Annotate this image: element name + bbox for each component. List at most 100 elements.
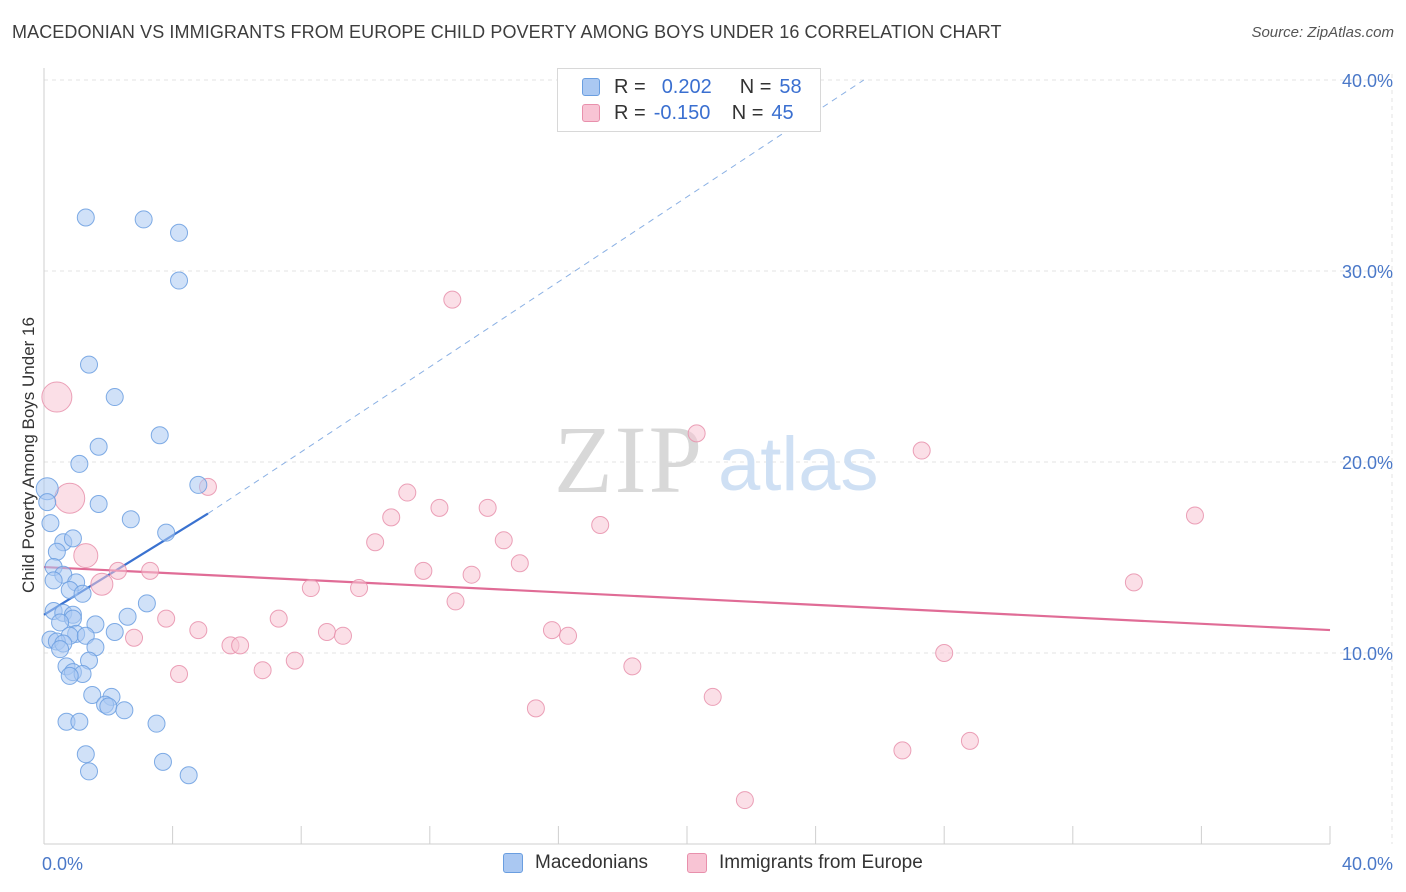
y-axis-label: Child Poverty Among Boys Under 16 (19, 317, 38, 593)
legend-swatch-immigrants (582, 104, 600, 122)
data-point-immigrants (462, 565, 481, 584)
data-point-immigrants (125, 628, 144, 647)
watermark-zip: ZIP (554, 406, 704, 513)
data-point-immigrants (90, 572, 114, 596)
legend-n-label: N = (739, 75, 772, 98)
data-point-immigrants (170, 665, 189, 684)
data-point-immigrants (269, 609, 288, 628)
data-point-macedonians (80, 355, 99, 374)
trend-lines (43, 79, 1331, 632)
legend-item-macedonians[interactable]: Macedonians (503, 852, 648, 874)
legend-r-value: 0.202 (661, 75, 712, 98)
data-point-immigrants (73, 543, 99, 569)
y-tick-label: 30.0% (1342, 262, 1393, 282)
legend-r-label: R = (614, 75, 646, 98)
data-point-macedonians (170, 223, 189, 242)
data-point-immigrants (430, 498, 449, 517)
data-point-immigrants (559, 626, 578, 645)
data-point-macedonians (89, 437, 108, 456)
data-point-immigrants (443, 290, 462, 309)
grid-lines (44, 74, 1393, 844)
data-point-macedonians (153, 752, 172, 771)
data-point-macedonians (170, 271, 189, 290)
data-point-macedonians (105, 622, 124, 641)
data-point-immigrants (301, 579, 320, 598)
data-point-immigrants (623, 657, 642, 676)
legend-label-immigrants: Immigrants from Europe (719, 852, 923, 873)
data-point-macedonians (76, 626, 95, 645)
axes (43, 68, 1331, 845)
legend-label-macedonians: Macedonians (535, 852, 649, 873)
legend-n-value: 45 (771, 101, 794, 124)
data-point-immigrants (366, 533, 385, 552)
data-point-immigrants (231, 636, 250, 655)
data-point-macedonians (147, 714, 166, 733)
trend-line-macedonians (43, 512, 209, 616)
data-point-macedonians (157, 523, 176, 542)
data-point-macedonians (70, 712, 89, 731)
data-point-macedonians (63, 529, 82, 548)
data-point-macedonians (134, 210, 153, 229)
y-tick-label: 10.0% (1342, 644, 1393, 664)
data-point-immigrants (398, 483, 417, 502)
data-point-macedonians (115, 701, 134, 720)
legend-swatch-macedonians (503, 853, 523, 873)
source-label: Source: ZipAtlas.com (1251, 24, 1394, 41)
data-point-immigrants (414, 561, 433, 580)
data-point-immigrants (935, 644, 954, 662)
data-point-immigrants (41, 381, 73, 413)
legend-r-value: -0.150 (653, 101, 711, 124)
data-point-immigrants (157, 609, 176, 628)
legend-swatch-macedonians (582, 78, 600, 96)
data-point-macedonians (73, 584, 92, 603)
data-point-immigrants (687, 424, 706, 443)
data-point-macedonians (179, 766, 198, 785)
data-point-macedonians (121, 510, 140, 529)
data-point-macedonians (137, 594, 156, 613)
data-point-immigrants (1124, 573, 1143, 592)
data-point-immigrants (253, 661, 272, 680)
data-point-immigrants (317, 622, 336, 641)
data-point-macedonians (51, 613, 70, 632)
data-point-immigrants (735, 791, 754, 810)
x-tick-label: 0.0% (42, 854, 83, 874)
data-point-immigrants (382, 508, 401, 527)
data-point-immigrants (1185, 506, 1204, 525)
data-point-macedonians (76, 745, 95, 764)
data-point-immigrants (189, 621, 208, 640)
data-point-macedonians (80, 762, 99, 781)
data-point-macedonians (150, 426, 169, 445)
data-point-immigrants (526, 699, 545, 718)
data-point-macedonians (99, 697, 118, 716)
data-point-macedonians (189, 475, 208, 494)
data-point-macedonians (70, 454, 89, 473)
data-point-immigrants (285, 651, 304, 670)
data-point-immigrants (960, 731, 979, 750)
legend-n-label: N = (731, 101, 764, 124)
correlation-legend: R = 0.202 N = 58 R = -0.150 N = 45 (557, 68, 821, 132)
data-point-macedonians (105, 388, 124, 407)
legend-swatch-immigrants (687, 853, 707, 873)
legend-r-label: R = (614, 101, 646, 124)
chart-title: MACEDONIAN VS IMMIGRANTS FROM EUROPE CHI… (12, 22, 1002, 42)
data-point-macedonians (44, 571, 63, 590)
legend-row-immigrants: R = -0.150 N = 45 (582, 101, 794, 125)
data-point-immigrants (703, 687, 722, 706)
data-points (35, 208, 1204, 810)
data-point-macedonians (118, 607, 137, 626)
series-legend: Macedonians Immigrants from Europe (0, 852, 1406, 878)
legend-row-macedonians: R = 0.202 N = 58 (582, 75, 802, 99)
data-point-immigrants (141, 561, 160, 580)
data-point-immigrants (893, 741, 912, 760)
data-point-macedonians (76, 208, 95, 227)
tick-labels: 10.0% 20.0% 30.0% 40.0% 0.0% 40.0% (42, 71, 1393, 874)
data-point-immigrants (54, 482, 86, 514)
data-point-immigrants (333, 626, 352, 645)
data-point-macedonians (51, 640, 70, 659)
data-point-macedonians (89, 495, 108, 514)
data-point-immigrants (510, 554, 529, 573)
y-tick-label: 40.0% (1342, 71, 1393, 91)
data-point-immigrants (591, 516, 610, 535)
legend-item-immigrants[interactable]: Immigrants from Europe (687, 852, 923, 874)
